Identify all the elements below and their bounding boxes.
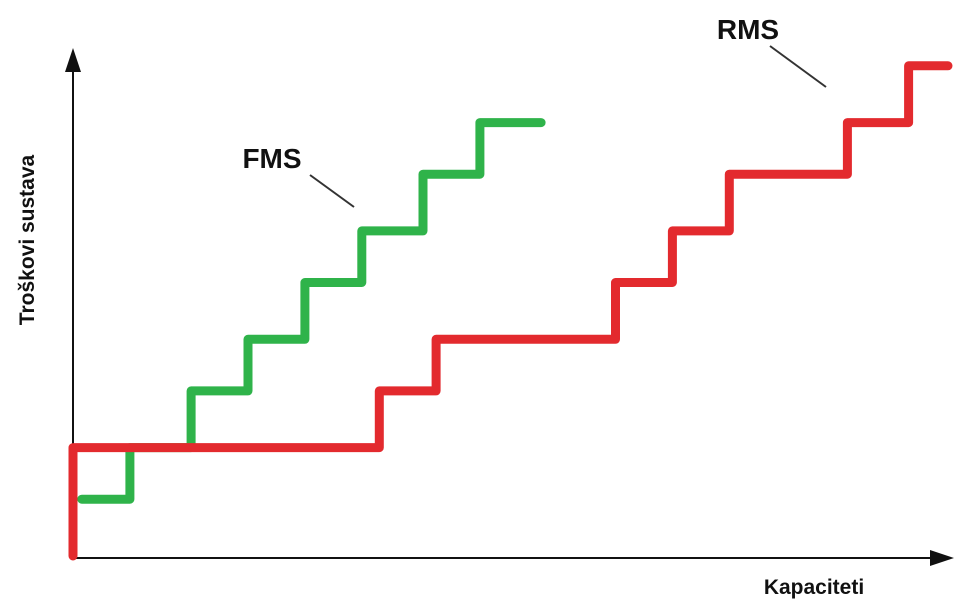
- series-layer: [68, 61, 953, 561]
- y-axis-arrow: [65, 48, 81, 72]
- rms-series-label: RMS: [717, 14, 779, 45]
- rms-label-connector: [769, 45, 827, 88]
- series-label-connectors: [309, 45, 827, 208]
- fms-label-connector: [309, 174, 355, 208]
- series-line-fms: [77, 118, 546, 504]
- y-axis-title: Troškovi sustava: [16, 154, 39, 325]
- series-line-rms: [68, 61, 953, 561]
- x-axis-arrow: [930, 550, 954, 566]
- x-axis-title: Kapaciteti: [764, 576, 864, 599]
- fms-series-label: FMS: [242, 143, 301, 174]
